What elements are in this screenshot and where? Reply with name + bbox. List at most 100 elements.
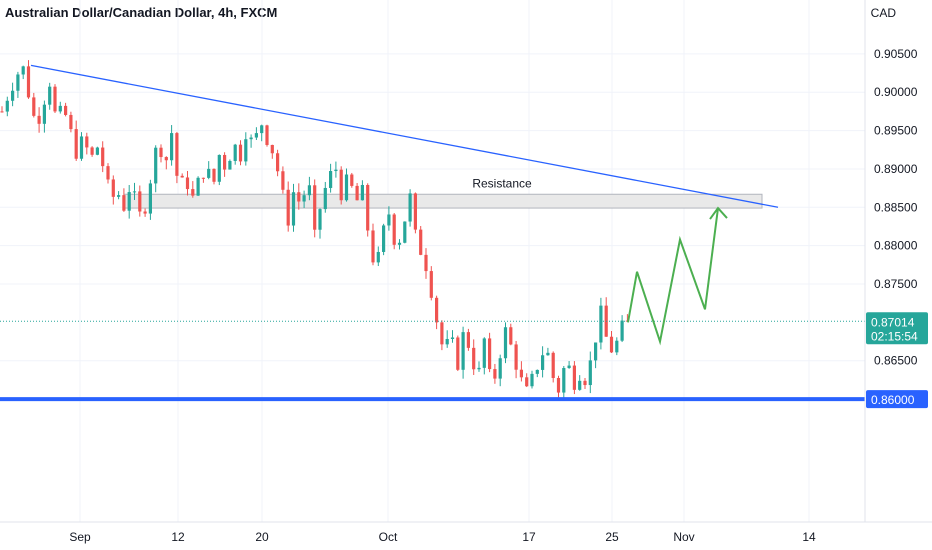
candle-body: [472, 347, 476, 370]
candle-body: [445, 338, 449, 345]
price-tick-label: 0.89000: [874, 162, 918, 176]
candle-body: [106, 166, 110, 180]
candle-body: [594, 342, 598, 361]
candle-body: [503, 327, 508, 359]
candle-body: [307, 185, 311, 196]
candle-body: [16, 74, 20, 91]
candle-body: [64, 105, 68, 115]
price-tick-label: 0.86500: [874, 354, 918, 368]
candle-body: [286, 189, 290, 226]
candle-body: [318, 209, 322, 230]
currency-label: CAD: [870, 6, 896, 20]
candle-body: [599, 305, 603, 343]
candle-body: [291, 192, 296, 226]
candle-body: [382, 225, 386, 252]
candle-body: [117, 195, 121, 197]
candle-body: [11, 90, 15, 101]
candle-body: [90, 147, 94, 155]
candle-body: [429, 271, 433, 298]
candle-body: [32, 97, 36, 116]
time-tick-label: Sep: [69, 530, 91, 544]
candles: [0, 60, 629, 398]
candle-body: [567, 365, 571, 369]
candle-body: [21, 66, 25, 75]
candle-body: [254, 133, 258, 138]
support-price-tag-bg: [866, 390, 928, 409]
candle-body: [0, 111, 4, 113]
candle-body: [546, 352, 550, 356]
candle-body: [207, 168, 211, 178]
candle-body: [238, 144, 243, 162]
price-tick-label: 0.90000: [874, 85, 918, 99]
drawings: [0, 64, 865, 402]
candle-body: [244, 139, 248, 162]
candle-body: [397, 242, 402, 245]
candle-body: [223, 154, 227, 170]
chart-title: Australian Dollar/Canadian Dollar, 4h, F…: [5, 5, 278, 20]
resistance-zone-box: [123, 193, 763, 209]
candle-body: [132, 191, 137, 193]
candle-body: [302, 195, 306, 202]
candle-body: [562, 368, 566, 393]
candle-body: [482, 338, 486, 368]
candle-body: [175, 133, 179, 176]
candle-body: [435, 297, 439, 323]
candle-body: [148, 183, 152, 214]
time-tick-label: 14: [802, 530, 816, 544]
candle-body: [588, 360, 592, 386]
candle-body: [69, 114, 73, 130]
candle-body: [334, 169, 338, 172]
candle-body: [509, 327, 513, 345]
candle-body: [387, 214, 391, 226]
candle-body: [514, 344, 518, 370]
candle-body: [615, 340, 619, 353]
candle-body: [313, 185, 317, 230]
candle-body: [620, 320, 624, 341]
price-tick-label: 0.89500: [874, 124, 918, 138]
candle-body: [42, 104, 46, 124]
current-price-tag-bg: [866, 312, 928, 345]
candle-body: [297, 192, 301, 202]
candle-body: [493, 369, 497, 379]
candle-body: [127, 192, 131, 211]
descending-trendline: [30, 64, 779, 208]
candle-body: [488, 338, 492, 370]
resistance-zone: Resistance: [123, 176, 763, 209]
projection-path: [627, 207, 719, 346]
price-tick-label: 0.88000: [874, 239, 918, 253]
candle-body: [456, 337, 460, 370]
candle-body: [170, 133, 174, 161]
candle-body: [329, 171, 333, 188]
candle-body: [376, 251, 380, 263]
candle-body: [53, 86, 57, 112]
candle-body: [58, 105, 62, 112]
candle-body: [196, 177, 200, 196]
candle-body: [360, 184, 364, 201]
time-tick-label: Nov: [673, 530, 694, 544]
candle-body: [350, 174, 354, 186]
candle-body: [26, 66, 31, 98]
candle-body: [355, 185, 359, 201]
candle-body: [419, 229, 423, 255]
time-tick-label: 12: [171, 530, 185, 544]
candle-body: [461, 332, 465, 370]
support-price-tag: 0.86000: [866, 390, 928, 409]
candle-body: [111, 179, 115, 197]
candle-body: [191, 189, 195, 196]
candle-body: [228, 160, 232, 170]
candle-body: [74, 129, 78, 159]
candle-body: [217, 154, 221, 182]
price-tick-label: 0.87500: [874, 277, 918, 291]
candle-body: [48, 86, 52, 105]
candle-body: [477, 367, 481, 370]
time-axis: Sep 12 20 Oct 17 25 Nov 14: [69, 530, 816, 544]
candle-body: [101, 147, 105, 167]
time-tick-label: Oct: [379, 530, 398, 544]
candle-countdown: 02:15:54: [871, 329, 918, 343]
time-tick-label: 17: [522, 530, 536, 544]
candle-body: [519, 369, 523, 378]
candle-body: [85, 136, 89, 148]
candle-body: [530, 373, 534, 387]
